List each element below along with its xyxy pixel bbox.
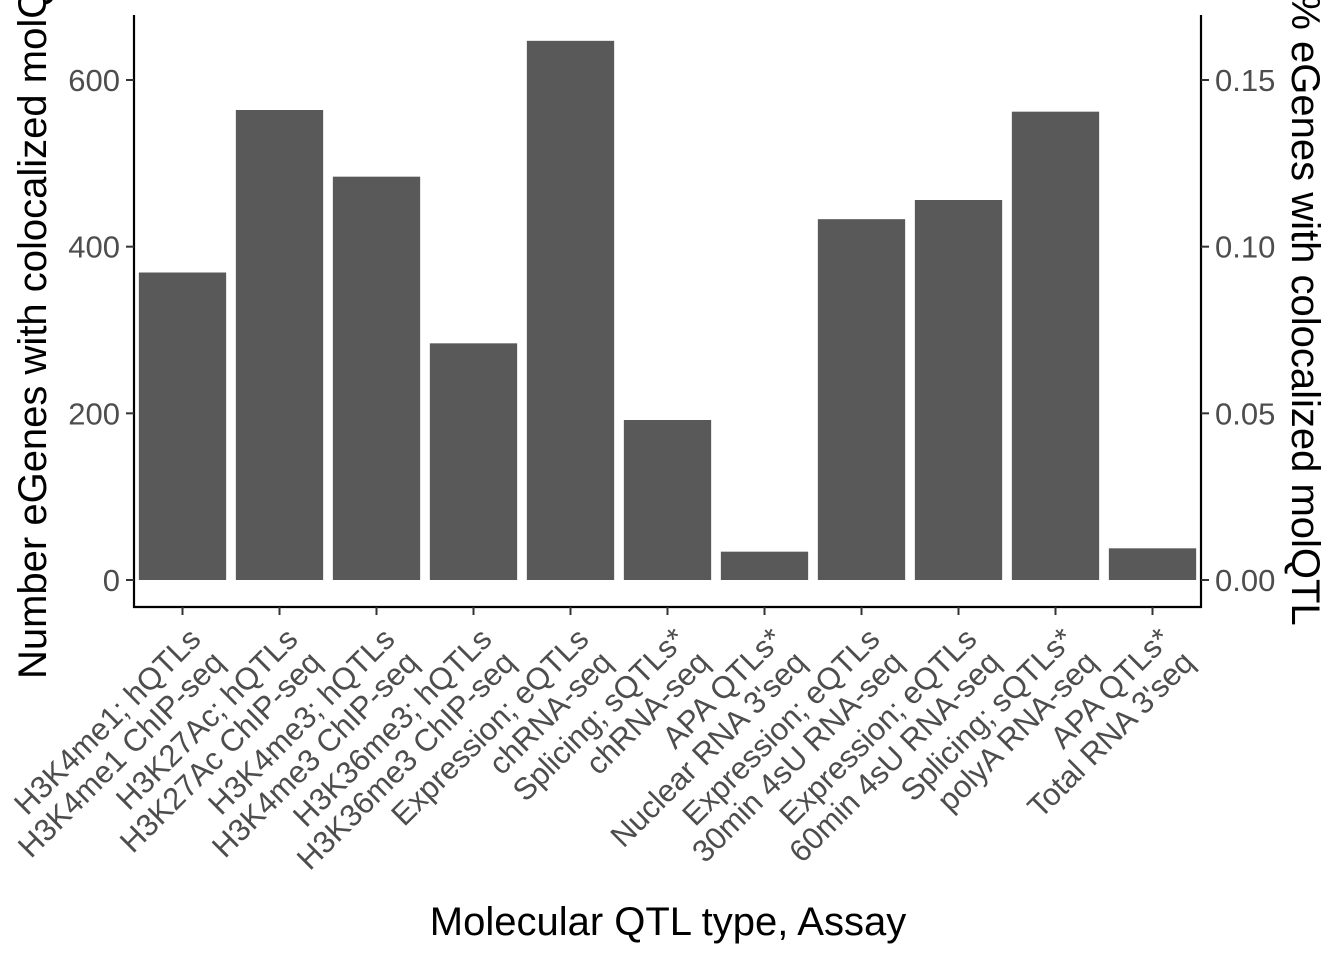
y2-tick-label: 0.05 [1215,396,1275,431]
y2-tick-label: 0.10 [1215,230,1275,265]
bar [332,176,421,581]
y-axis-left-title: Number eGenes with colocalized molQTL [11,0,55,679]
bar [817,219,906,581]
y-axis-right-title: % eGenes with colocalized molQTL [1283,0,1327,626]
x-axis-title: Molecular QTL type, Assay [430,900,906,944]
bar [138,272,227,580]
y-axis-left-ticks: 0 200 400 600 [68,63,134,598]
y-axis-right-ticks: 0.00 0.05 0.10 0.15 [1201,63,1275,598]
bar [1011,111,1100,581]
bar [235,110,324,580]
y-tick-label: 200 [68,396,120,431]
bar [720,551,809,580]
y2-tick-label: 0.15 [1215,63,1275,98]
bar [623,420,712,580]
y2-tick-label: 0.00 [1215,563,1275,598]
y-tick-label: 400 [68,230,120,265]
bars-layer [138,40,1197,581]
bar [914,200,1003,580]
y-tick-label: 0 [103,563,120,598]
y-tick-label: 600 [68,63,120,98]
bar [1108,548,1197,580]
bar [526,40,615,580]
bar [429,343,518,580]
